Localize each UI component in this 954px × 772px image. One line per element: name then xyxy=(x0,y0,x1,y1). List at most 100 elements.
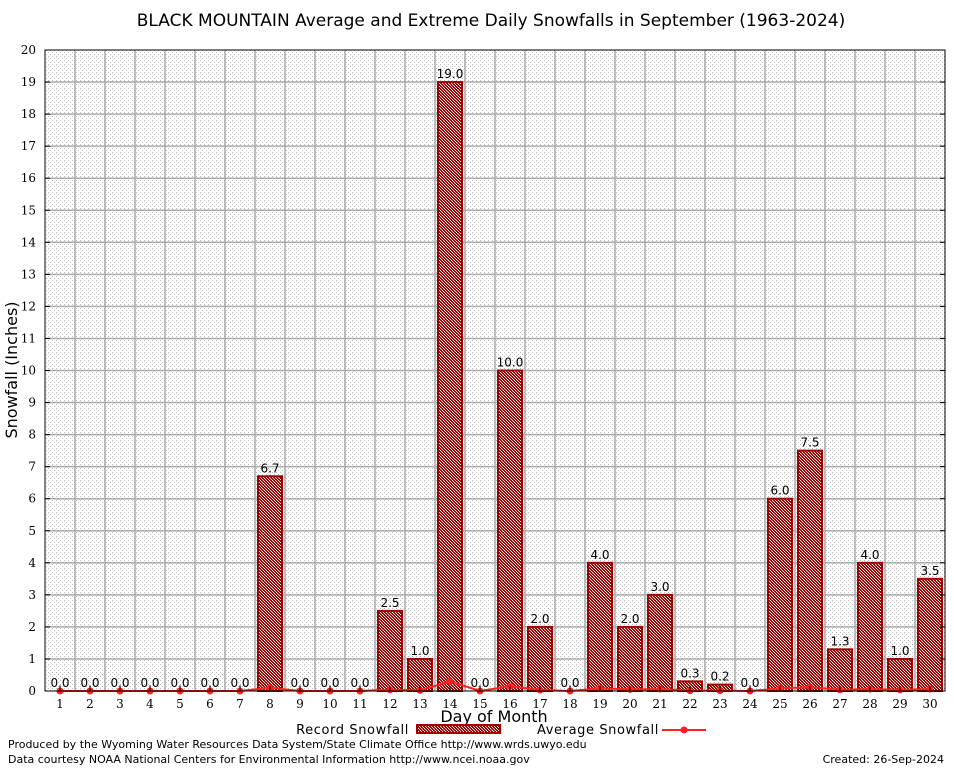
x-tick-label: 12 xyxy=(382,697,397,711)
bar-label-day-23: 0.2 xyxy=(710,670,729,684)
bar-label-day-26: 7.5 xyxy=(800,436,819,450)
bar-label-day-21: 3.0 xyxy=(650,580,669,594)
bar-label-day-19: 4.0 xyxy=(590,548,609,562)
y-tick-label: 14 xyxy=(21,235,37,249)
bar-label-day-16: 10.0 xyxy=(497,356,524,370)
bar-day-20 xyxy=(617,625,643,693)
x-tick-label: 16 xyxy=(502,697,517,711)
x-tick-label: 21 xyxy=(652,697,667,711)
y-tick-label: 18 xyxy=(21,107,36,121)
bar-label-day-15: 0.0 xyxy=(470,676,489,690)
y-tick-label: 3 xyxy=(28,588,36,602)
x-tick-label: 29 xyxy=(892,697,907,711)
x-tick-label: 20 xyxy=(622,697,637,711)
bar-day-26 xyxy=(797,449,823,692)
bar-day-30 xyxy=(917,577,943,693)
y-tick-label: 16 xyxy=(21,171,36,185)
bar-label-day-25: 6.0 xyxy=(770,484,789,498)
bar-label-day-2: 0.0 xyxy=(80,676,99,690)
x-tick-label: 27 xyxy=(832,697,847,711)
y-tick-label: 1 xyxy=(28,652,36,666)
legend: Record Snowfall Average Snowfall xyxy=(296,723,706,738)
chart-title: BLACK MOUNTAIN Average and Extreme Daily… xyxy=(137,11,845,31)
bar-label-day-11: 0.0 xyxy=(350,676,369,690)
average-point-day-14 xyxy=(446,677,454,685)
footer-created: Created: 26-Sep-2024 xyxy=(823,753,944,766)
bar-label-day-3: 0.0 xyxy=(110,676,129,690)
bar-label-day-17: 2.0 xyxy=(530,612,549,626)
y-tick-label: 20 xyxy=(21,43,36,57)
bar-label-day-30: 3.5 xyxy=(920,564,939,578)
x-tick-label: 18 xyxy=(562,697,577,711)
bar-label-day-6: 0.0 xyxy=(200,676,219,690)
x-tick-label: 30 xyxy=(922,697,937,711)
x-tick-label: 9 xyxy=(296,697,304,711)
x-tick-label: 10 xyxy=(322,697,337,711)
legend-average-label: Average Snowfall xyxy=(537,723,659,738)
bar-label-day-29: 1.0 xyxy=(890,644,909,658)
y-tick-label: 10 xyxy=(21,364,36,378)
y-tick-label: 11 xyxy=(21,331,36,345)
legend-record-label: Record Snowfall xyxy=(296,723,409,738)
bar-label-day-18: 0.0 xyxy=(560,676,579,690)
y-tick-label: 9 xyxy=(28,396,36,410)
x-tick-label: 23 xyxy=(712,697,727,711)
y-tick-label: 4 xyxy=(28,556,36,570)
x-tick-label: 19 xyxy=(592,697,607,711)
y-tick-label: 13 xyxy=(21,267,36,281)
y-axis-label: Snowfall (Inches) xyxy=(2,301,21,438)
bar-day-25 xyxy=(767,497,793,693)
footer-produced-by: Produced by the Wyoming Water Resources … xyxy=(8,738,587,751)
y-tick-label: 6 xyxy=(28,492,36,506)
y-tick-label: 7 xyxy=(28,460,36,474)
legend-record-swatch xyxy=(416,724,501,734)
x-tick-label: 17 xyxy=(532,697,547,711)
bar-label-day-12: 2.5 xyxy=(380,596,399,610)
bar-day-14 xyxy=(437,81,463,693)
bar-day-16 xyxy=(497,369,523,692)
bar-label-day-22: 0.3 xyxy=(680,666,699,680)
x-tick-label: 25 xyxy=(772,697,787,711)
bar-day-28 xyxy=(857,561,883,692)
x-tick-label: 22 xyxy=(682,697,697,711)
x-tick-label: 2 xyxy=(86,697,94,711)
x-tick-label: 7 xyxy=(236,697,244,711)
x-axis-label: Day of Month xyxy=(440,707,547,726)
bar-day-27 xyxy=(827,648,853,693)
bar-label-day-14: 19.0 xyxy=(437,67,464,81)
x-tick-label: 24 xyxy=(742,697,758,711)
bar-label-day-1: 0.0 xyxy=(50,676,69,690)
bar-label-day-10: 0.0 xyxy=(320,676,339,690)
bar-label-day-9: 0.0 xyxy=(290,676,309,690)
bar-label-day-8: 6.7 xyxy=(260,461,279,475)
bar-label-day-5: 0.0 xyxy=(170,676,189,690)
bar-day-19 xyxy=(587,561,613,692)
x-tick-label: 15 xyxy=(472,697,487,711)
x-axis: 1 2 3 4 5 6 7 8 9 10 11 12 13 14 15 16 17 18 19 20 21 22 23 24 2… xyxy=(56,686,938,711)
x-tick-label: 11 xyxy=(352,697,367,711)
bar-label-day-13: 1.0 xyxy=(410,644,429,658)
footer-courtesy: Data courtesy NOAA National Centers for … xyxy=(8,753,530,766)
y-tick-label: 17 xyxy=(21,139,36,153)
bar-label-day-27: 1.3 xyxy=(830,634,849,648)
bar-day-21 xyxy=(647,593,673,692)
bar-label-day-24: 0.0 xyxy=(740,676,759,690)
y-tick-label: 2 xyxy=(28,620,36,634)
x-tick-label: 3 xyxy=(116,697,124,711)
x-tick-label: 13 xyxy=(412,697,427,711)
x-tick-label: 28 xyxy=(862,697,877,711)
y-tick-label: 5 xyxy=(28,524,36,538)
x-tick-label: 1 xyxy=(56,697,64,711)
x-tick-label: 14 xyxy=(442,697,458,711)
bar-label-day-7: 0.0 xyxy=(230,676,249,690)
bar-day-17 xyxy=(527,625,553,693)
x-tick-label: 4 xyxy=(146,697,154,711)
bar-label-day-20: 2.0 xyxy=(620,612,639,626)
bar-label-day-28: 4.0 xyxy=(860,548,879,562)
y-tick-label: 19 xyxy=(21,75,36,89)
x-tick-label: 5 xyxy=(176,697,184,711)
x-tick-label: 8 xyxy=(266,697,274,711)
x-tick-label: 6 xyxy=(206,697,214,711)
